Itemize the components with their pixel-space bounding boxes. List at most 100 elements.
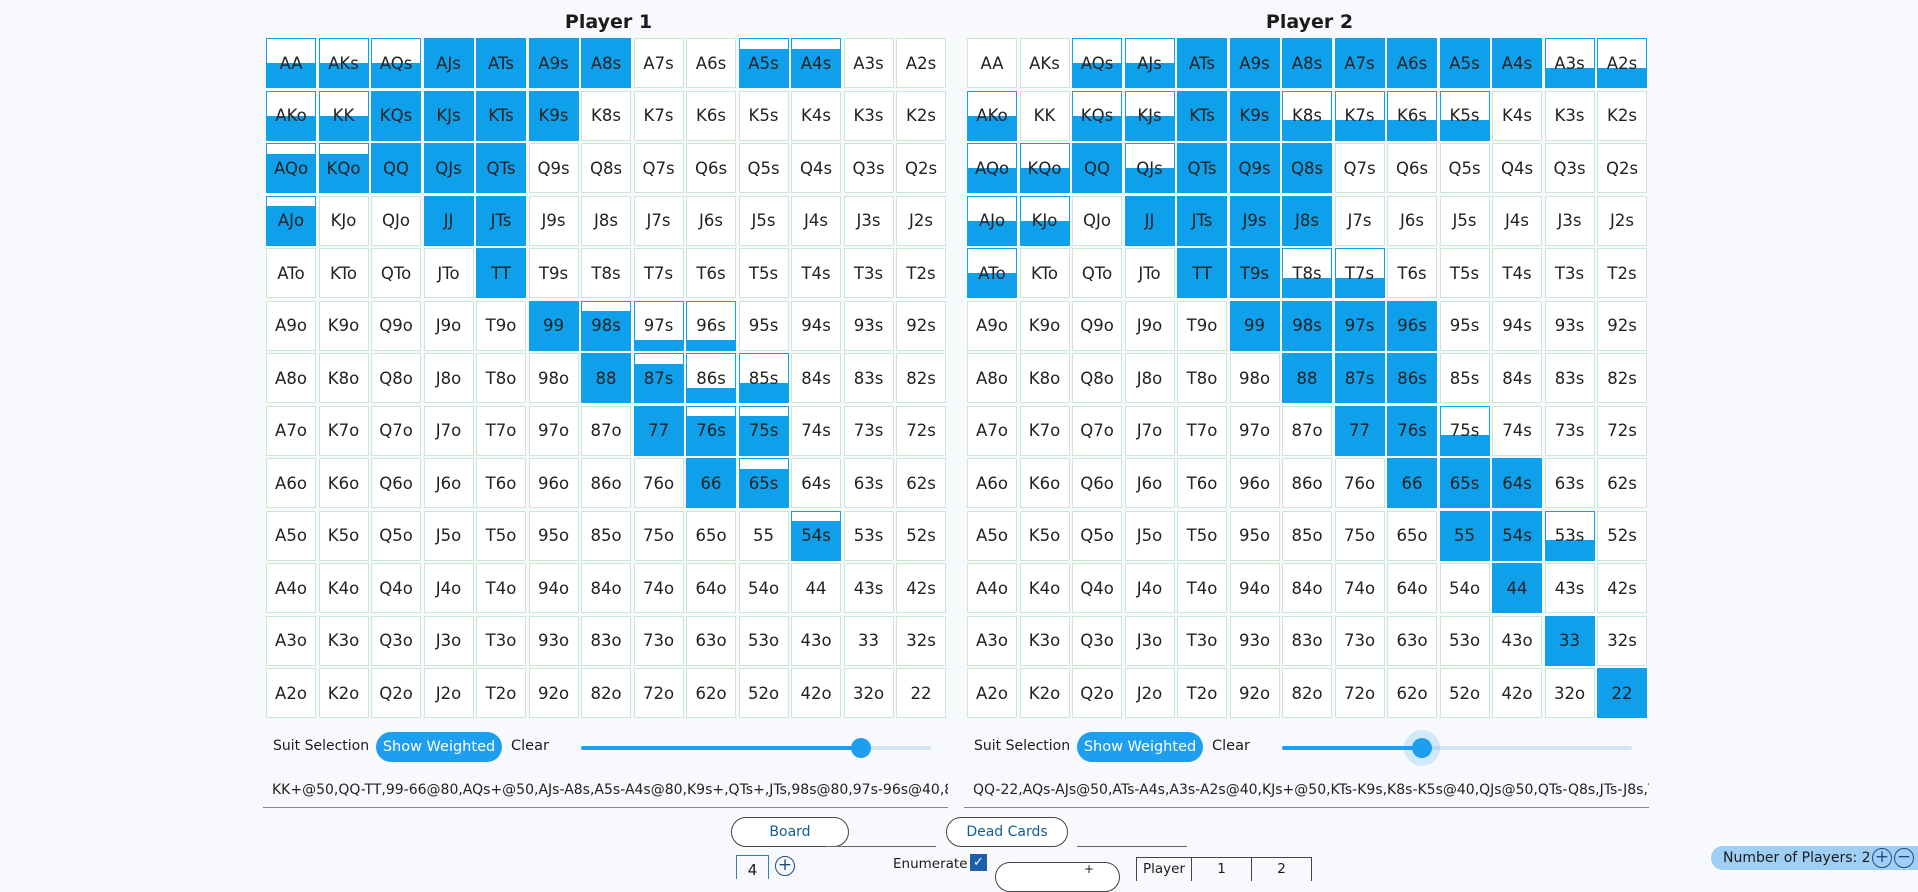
hand-cell[interactable]: 97s (633, 300, 684, 351)
hand-cell[interactable]: K7o (318, 405, 369, 456)
hand-cell[interactable]: KK (318, 90, 369, 141)
hand-cell[interactable]: T7s (633, 248, 684, 298)
hand-cell[interactable]: Q4s (791, 143, 841, 193)
hand-cell[interactable]: K7s (633, 90, 684, 141)
hand-cell[interactable]: QJo (371, 195, 421, 246)
hand-cell[interactable]: T2o (1177, 668, 1227, 718)
hand-cell[interactable]: A9s (1229, 38, 1280, 88)
hand-cell[interactable]: 83o (581, 615, 631, 666)
hand-cell[interactable]: 73s (1544, 405, 1595, 456)
hand-cell[interactable]: 92s (896, 300, 946, 351)
hand-cell[interactable]: A9s (528, 38, 579, 88)
hand-cell[interactable]: T6o (1177, 458, 1227, 508)
hand-cell[interactable]: Q3o (1072, 615, 1122, 666)
hand-cell[interactable]: 64o (686, 563, 736, 613)
hand-cell[interactable]: T3o (476, 615, 526, 666)
hand-cell[interactable]: J7o (1124, 405, 1175, 456)
hand-cell[interactable]: KTs (1177, 90, 1227, 141)
hand-cell[interactable]: JTo (1124, 248, 1175, 298)
hand-cell[interactable]: A7o (967, 405, 1017, 456)
hand-cell[interactable]: Q9s (528, 143, 579, 193)
hand-cell[interactable]: K5s (1439, 90, 1490, 141)
hand-cell[interactable]: A2o (967, 668, 1017, 718)
hand-cell[interactable]: 74o (633, 563, 684, 613)
hand-cell[interactable]: AJs (423, 38, 474, 88)
hand-cell[interactable]: 82o (1282, 668, 1332, 718)
hand-cell[interactable]: KQo (318, 143, 369, 193)
hand-cell[interactable]: 77 (1334, 405, 1385, 456)
hand-cell[interactable]: K8s (581, 90, 631, 141)
hand-cell[interactable]: Q8o (1072, 353, 1122, 403)
hand-cell[interactable]: Q7o (1072, 405, 1122, 456)
hand-cell[interactable]: 73o (633, 615, 684, 666)
hand-cell[interactable]: 92o (1229, 668, 1280, 718)
hand-cell[interactable]: 94o (528, 563, 579, 613)
hand-cell[interactable]: J9s (1229, 195, 1280, 246)
hand-cell[interactable]: Q8o (371, 353, 421, 403)
hand-cell[interactable]: Q2s (1597, 143, 1647, 193)
hand-cell[interactable]: 65s (1439, 458, 1490, 508)
hand-cell[interactable]: T9s (1229, 248, 1280, 298)
hand-cell[interactable]: A3o (266, 615, 316, 666)
hand-cell[interactable]: 73o (1334, 615, 1385, 666)
hand-cell[interactable]: QTo (1072, 248, 1122, 298)
hand-cell[interactable]: AJo (266, 195, 316, 246)
hand-cell[interactable]: A4o (967, 563, 1017, 613)
hand-cell[interactable]: 95s (738, 300, 789, 351)
hand-cell[interactable]: T5o (1177, 510, 1227, 561)
hand-cell[interactable]: 55 (738, 510, 789, 561)
hand-cell[interactable]: JTs (1177, 195, 1227, 246)
hand-cell[interactable]: KJs (423, 90, 474, 141)
hand-cell[interactable]: ATo (967, 248, 1017, 298)
hand-cell[interactable]: T3s (843, 248, 894, 298)
hand-cell[interactable]: 82s (896, 353, 946, 403)
hand-cell[interactable]: J3s (1544, 195, 1595, 246)
show-weighted-button[interactable]: Show Weighted (1077, 732, 1203, 762)
hand-cell[interactable]: J4o (1124, 563, 1175, 613)
hand-cell[interactable]: 84o (1282, 563, 1332, 613)
hand-cell[interactable]: 94s (791, 300, 841, 351)
hand-cell[interactable]: 73s (843, 405, 894, 456)
hand-cell[interactable]: K9o (318, 300, 369, 351)
hand-cell[interactable]: 43s (843, 563, 894, 613)
hand-cell[interactable]: ATs (476, 38, 526, 88)
hand-cell[interactable]: A6s (1387, 38, 1437, 88)
hand-cell[interactable]: K4s (1492, 90, 1542, 141)
weight-slider[interactable] (581, 738, 931, 758)
hand-cell[interactable]: Q2s (896, 143, 946, 193)
hand-cell[interactable]: AKs (1019, 38, 1070, 88)
hand-cell[interactable]: 92s (1597, 300, 1647, 351)
hand-cell[interactable]: 53s (843, 510, 894, 561)
hand-cell[interactable]: K4o (318, 563, 369, 613)
hand-cell[interactable]: J8o (423, 353, 474, 403)
hand-cell[interactable]: 66 (686, 458, 736, 508)
hand-cell[interactable]: A8o (967, 353, 1017, 403)
hand-cell[interactable]: 53o (1439, 615, 1490, 666)
hand-cell[interactable]: A3o (967, 615, 1017, 666)
hand-cell[interactable]: 97o (1229, 405, 1280, 456)
hand-cell[interactable]: A5o (266, 510, 316, 561)
hand-cell[interactable]: 93s (843, 300, 894, 351)
hand-cell[interactable]: A2s (896, 38, 946, 88)
hand-cell[interactable]: 74o (1334, 563, 1385, 613)
hand-cell[interactable]: 65o (686, 510, 736, 561)
hand-cell[interactable]: Q5s (738, 143, 789, 193)
hand-cell[interactable]: J7s (633, 195, 684, 246)
hand-cell[interactable]: T3s (1544, 248, 1595, 298)
hand-cell[interactable]: Q5s (1439, 143, 1490, 193)
hand-cell[interactable]: QJs (423, 143, 474, 193)
clear-button[interactable]: Clear (511, 738, 549, 754)
hand-cell[interactable]: 87o (581, 405, 631, 456)
hand-cell[interactable]: 87s (633, 353, 684, 403)
hand-cell[interactable]: 96o (528, 458, 579, 508)
hand-cell[interactable]: 32s (1597, 615, 1647, 666)
hand-cell[interactable]: 33 (1544, 615, 1595, 666)
suit-selection-button[interactable]: Suit Selection (974, 738, 1071, 754)
hand-cell[interactable]: QJs (1124, 143, 1175, 193)
hand-cell[interactable]: J8s (1282, 195, 1332, 246)
hand-cell[interactable]: 62s (896, 458, 946, 508)
hand-cell[interactable]: A8s (1282, 38, 1332, 88)
hand-cell[interactable]: 86o (1282, 458, 1332, 508)
hand-cell[interactable]: A7o (266, 405, 316, 456)
hand-cell[interactable]: 82s (1597, 353, 1647, 403)
